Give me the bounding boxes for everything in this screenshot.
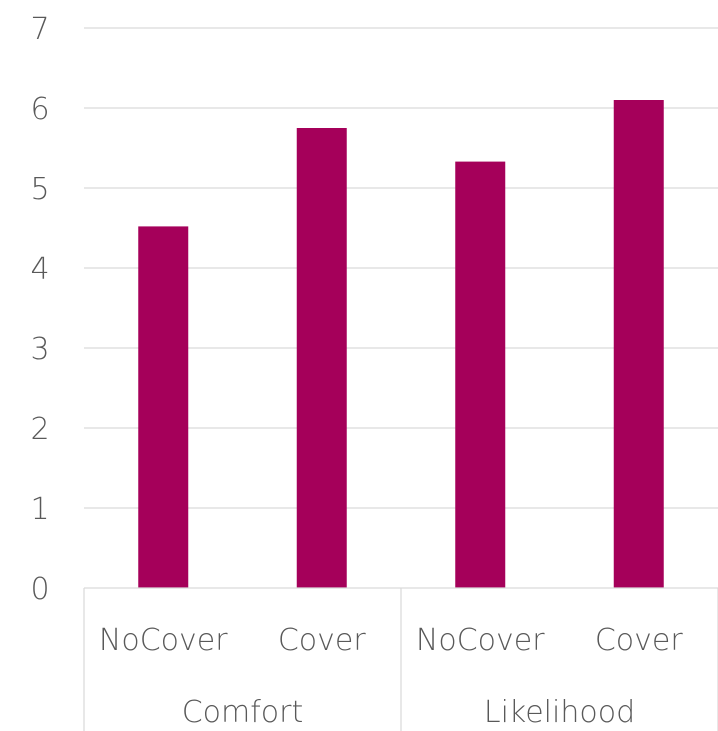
category-label: Cover: [278, 623, 367, 658]
y-tick-label: 1: [30, 492, 49, 527]
category-label: NoCover: [99, 623, 228, 658]
group-labels: Comfort Likelihood: [182, 695, 635, 730]
x-axis: [83, 587, 718, 731]
y-tick-label: 5: [30, 172, 49, 207]
gridlines: [84, 27, 718, 509]
bar: [296, 128, 347, 588]
y-tick-label: 4: [30, 252, 49, 287]
y-axis-tick-labels: 0 1 2 3 4 5 6 7: [30, 12, 49, 607]
category-label: Cover: [595, 623, 684, 658]
category-label: NoCover: [416, 623, 545, 658]
category-labels: NoCover Cover NoCover Cover: [99, 623, 683, 658]
y-tick-label: 2: [30, 412, 49, 447]
bar: [138, 226, 189, 588]
group-label: Comfort: [182, 695, 304, 730]
bar: [613, 100, 664, 588]
y-tick-label: 6: [30, 92, 49, 127]
bar: [455, 161, 506, 588]
group-label: Likelihood: [484, 695, 635, 730]
y-tick-label: 7: [30, 12, 49, 47]
bars: [138, 100, 664, 588]
y-tick-label: 3: [30, 332, 49, 367]
y-tick-label: 0: [30, 572, 49, 607]
